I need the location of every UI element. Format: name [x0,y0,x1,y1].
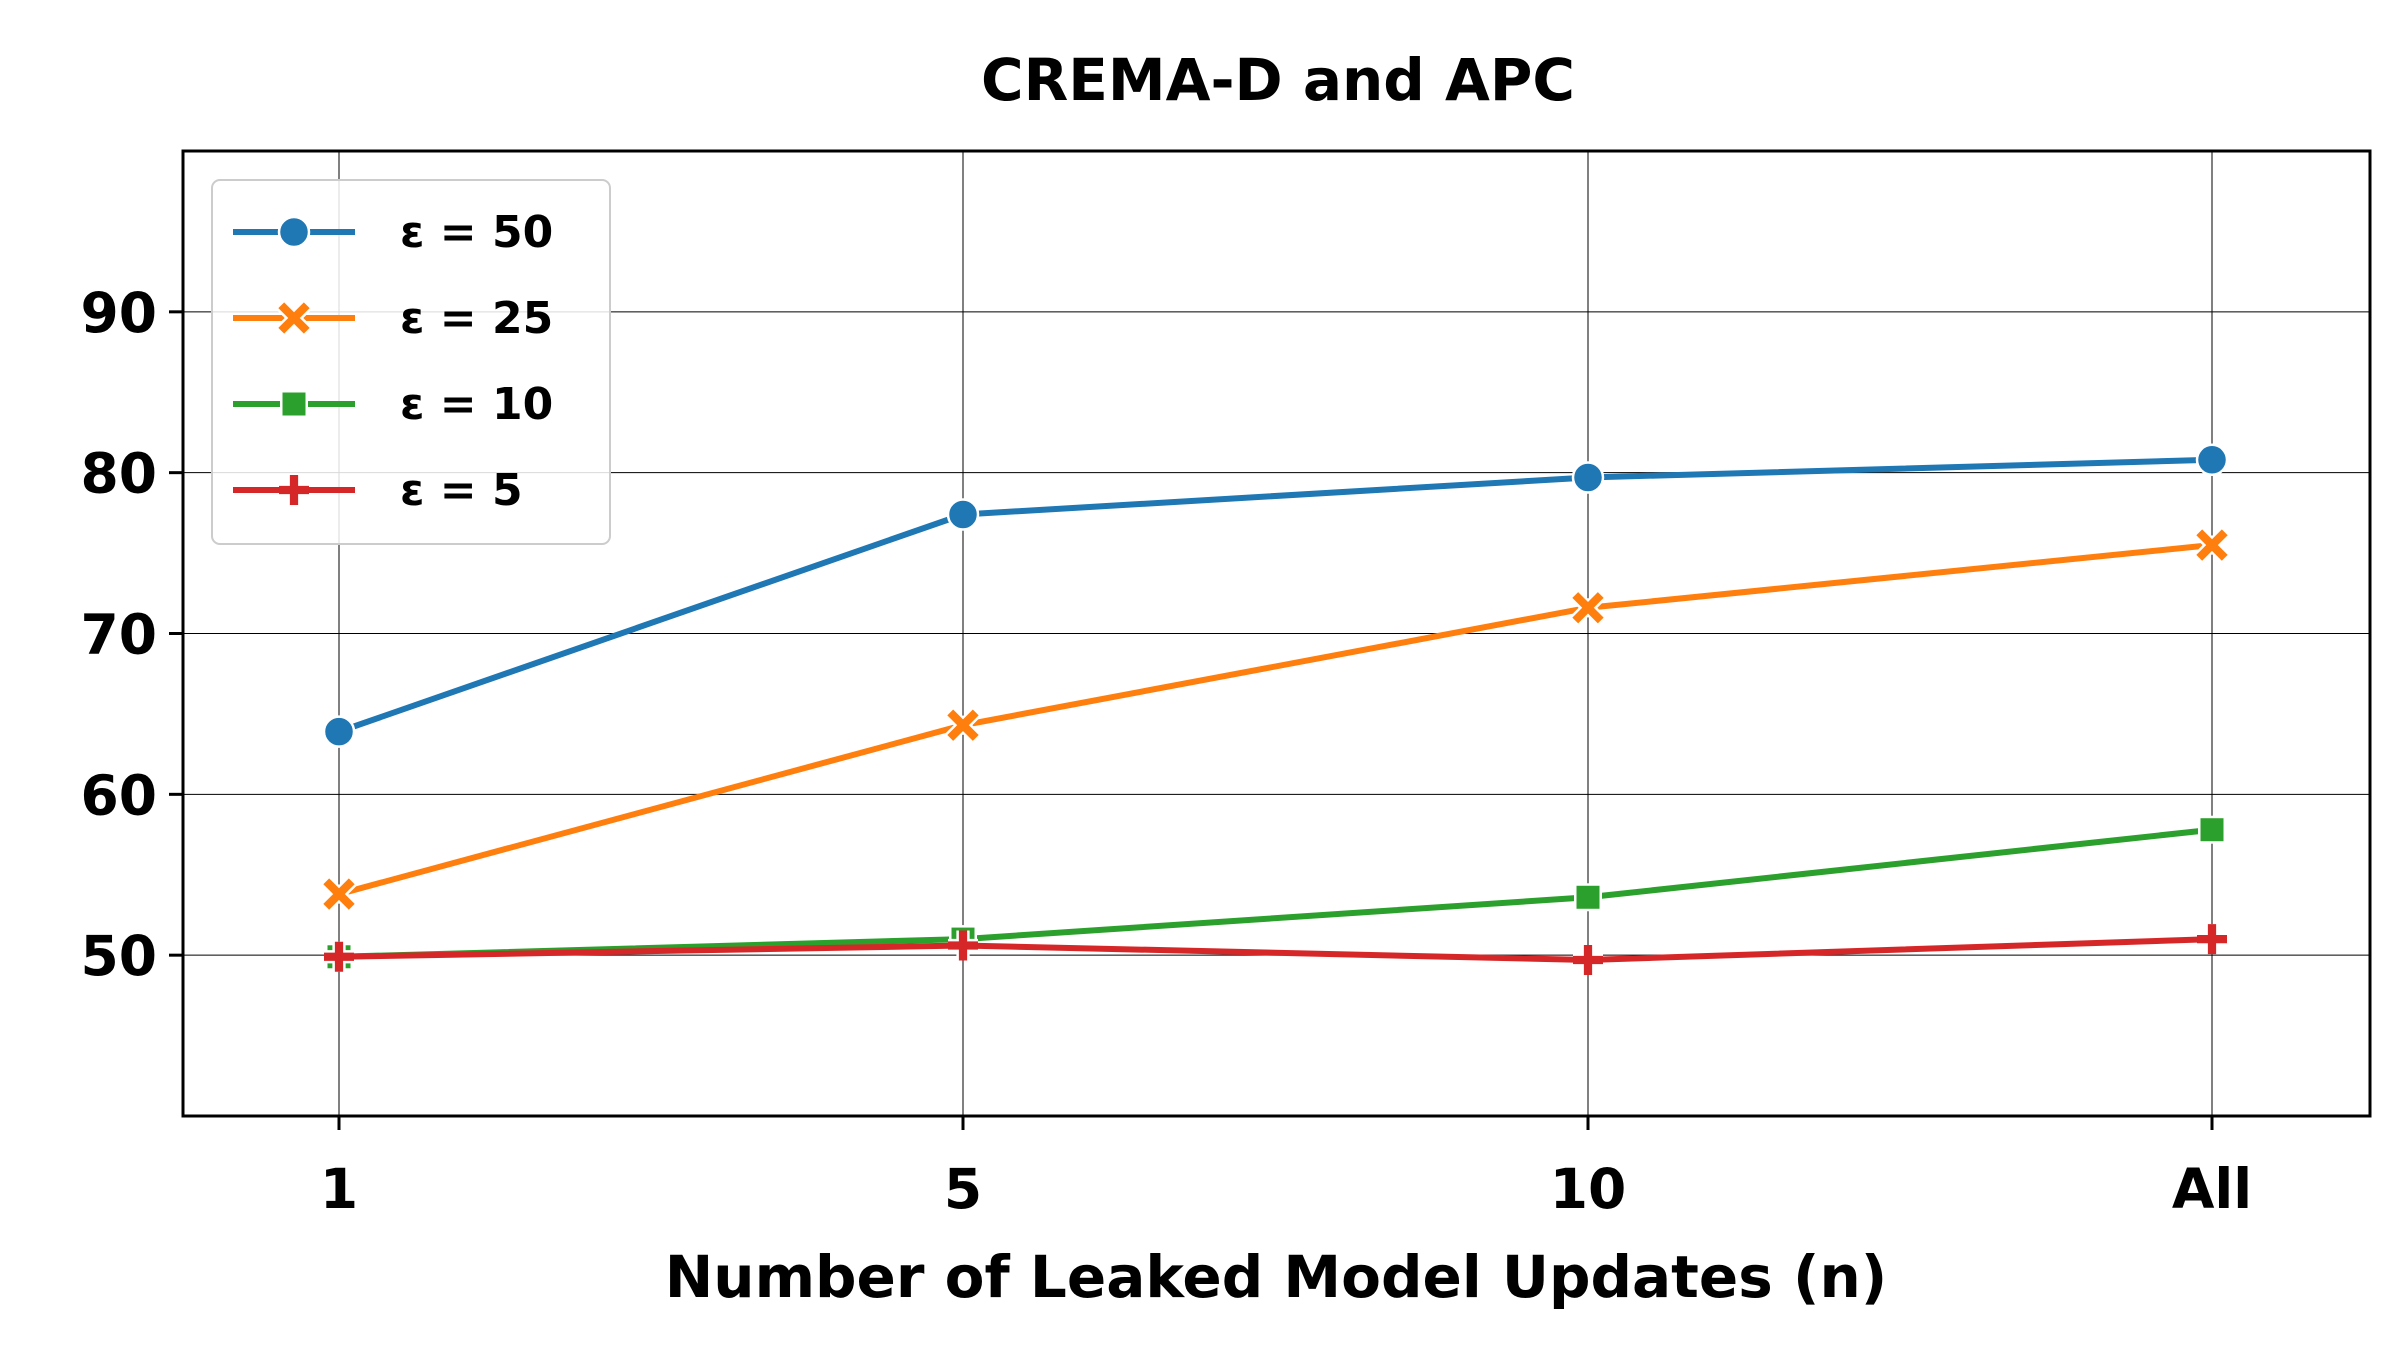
data-point [322,715,356,748]
data-point [2197,924,2227,955]
series-2 [321,527,2230,912]
x-tick-label: 10 [1550,1157,1627,1221]
data-point [945,707,981,743]
series-layer [321,443,2230,975]
data-point [1570,590,1606,626]
x-axis-label: Number of Leaked Model Updates (n) [665,1243,1888,1311]
legend-entry: ε = 25 [233,293,553,344]
legend-label: ε = 50 [400,207,553,258]
legend-label: ε = 5 [400,465,523,516]
legend-label: ε = 10 [400,379,553,430]
y-axis: 50 60 70 80 90 [80,281,183,988]
y-tick-label: 90 [80,281,157,345]
x-axis: 1 5 10 All [320,1116,2252,1221]
data-point [321,876,357,912]
y-tick-label: 60 [80,763,157,827]
data-point [948,930,978,961]
legend-entry: ε = 10 [233,379,553,430]
legend-marker [280,390,308,418]
legend-marker [276,300,312,336]
series-1 [322,443,2229,748]
legend: ε = 50 ε = 25 ε = 10 ε = 5 [211,179,611,545]
y-tick-label: 80 [80,442,157,506]
legend-frame [211,179,611,545]
x-tick-label: All [2172,1157,2252,1221]
data-point [324,941,354,972]
data-point [1574,883,1602,912]
series-line [338,542,2213,897]
x-tick-label: 1 [320,1157,358,1221]
legend-entry: ε = 50 [233,207,553,258]
x-tick-label: 5 [944,1157,982,1221]
legend-entry: ε = 5 [233,465,523,516]
data-point [2195,443,2229,477]
series-line [338,826,2213,960]
chart-title: CREMA-D and APC [981,46,1575,114]
legend-marker [279,475,309,505]
series-4 [324,924,2227,975]
y-tick-label: 70 [80,603,157,667]
legend-label: ε = 25 [400,293,553,344]
data-point [2194,527,2230,563]
series-line [338,936,2213,963]
legend-marker [277,215,311,249]
series-line [338,456,2213,735]
data-point [2198,815,2226,844]
data-point [946,498,980,531]
data-point [1573,944,1603,975]
y-tick-label: 50 [80,924,157,988]
data-point [1571,461,1605,494]
